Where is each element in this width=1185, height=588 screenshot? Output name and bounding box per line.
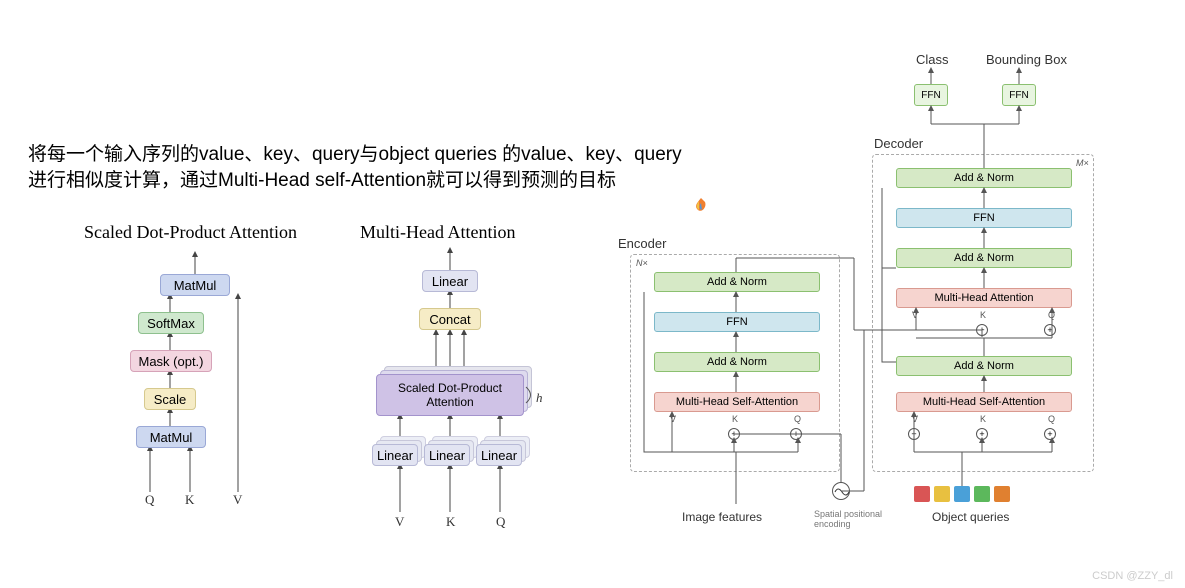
dec-plus2-q: + bbox=[1044, 428, 1056, 440]
mha-concat: Concat bbox=[419, 308, 481, 330]
enc-addnorm-1: Add & Norm bbox=[654, 272, 820, 292]
objq-sq-3 bbox=[974, 486, 990, 502]
mha-v-label: V bbox=[395, 514, 404, 530]
dec-mha-q: Q bbox=[1048, 310, 1055, 320]
dec-mhsa-k: K bbox=[980, 414, 986, 424]
spatial-enc-icon bbox=[832, 482, 850, 500]
enc-q: Q bbox=[794, 414, 801, 424]
watermark: CSDN @ZZY_dl bbox=[1092, 570, 1173, 582]
dec-mhsa-q: Q bbox=[1048, 414, 1055, 424]
img-features-label: Image features bbox=[682, 510, 762, 524]
enc-addnorm-2: Add & Norm bbox=[654, 352, 820, 372]
sdpa-v-label: V bbox=[233, 492, 242, 508]
objq-sq-0 bbox=[914, 486, 930, 502]
sdpa-matmul-top: MatMul bbox=[160, 274, 230, 296]
dec-mha: Multi-Head Attention bbox=[896, 288, 1072, 308]
dec-mhsa-v: V bbox=[912, 414, 918, 424]
encoder-title: Encoder bbox=[618, 236, 666, 251]
annotation-line-1: 将每一个输入序列的value、key、query与object queries … bbox=[28, 142, 682, 169]
enc-k: K bbox=[732, 414, 738, 424]
transformer-diagram: Class Bounding Box FFN FFN Decoder Encod… bbox=[614, 42, 1174, 562]
dec-plus2-v: + bbox=[908, 428, 920, 440]
sdpa-k-label: K bbox=[185, 492, 194, 508]
mx-label: M× bbox=[1076, 158, 1089, 168]
sdpa-matmul-bottom: MatMul bbox=[136, 426, 206, 448]
dec-plus-q: + bbox=[1044, 324, 1056, 336]
objq-sq-1 bbox=[934, 486, 950, 502]
objq-sq-2 bbox=[954, 486, 970, 502]
sdpa-mask: Mask (opt.) bbox=[130, 350, 212, 372]
dec-plus2-k: + bbox=[976, 428, 988, 440]
top-bbox-label: Bounding Box bbox=[986, 52, 1067, 67]
sdpa-q-label: Q bbox=[145, 492, 154, 508]
enc-plus-k: + bbox=[728, 428, 740, 440]
ffn-bbox: FFN bbox=[1002, 84, 1036, 106]
mha-title: Multi-Head Attention bbox=[360, 222, 515, 243]
dec-addnorm-2: Add & Norm bbox=[896, 248, 1072, 268]
dec-addnorm-1: Add & Norm bbox=[896, 168, 1072, 188]
sdpa-scale: Scale bbox=[144, 388, 196, 410]
mha-linear-v: Linear bbox=[372, 444, 418, 466]
dec-addnorm-3: Add & Norm bbox=[896, 356, 1072, 376]
enc-v: V bbox=[670, 414, 676, 424]
mha-q-label: Q bbox=[496, 514, 505, 530]
decoder-title: Decoder bbox=[874, 136, 923, 151]
dec-mha-v: V bbox=[912, 310, 918, 320]
enc-ffn: FFN bbox=[654, 312, 820, 332]
annotation-line-2: 进行相似度计算，通过Multi-Head self-Attention就可以得到… bbox=[28, 168, 616, 195]
top-class-label: Class bbox=[916, 52, 949, 67]
sdpa-softmax: SoftMax bbox=[138, 312, 204, 334]
mha-linear-k: Linear bbox=[424, 444, 470, 466]
dec-mhsa: Multi-Head Self-Attention bbox=[896, 392, 1072, 412]
mha-linear-q: Linear bbox=[476, 444, 522, 466]
mha-diagram: Linear Concat Scaled Dot-Product Attenti… bbox=[340, 246, 590, 536]
objq-sq-4 bbox=[994, 486, 1010, 502]
mha-k-label: K bbox=[446, 514, 455, 530]
dec-mha-k: K bbox=[980, 310, 986, 320]
sdpa-diagram: MatMul SoftMax Mask (opt.) Scale MatMul … bbox=[120, 248, 300, 508]
dec-plus-k: + bbox=[976, 324, 988, 336]
nx-label: N× bbox=[636, 258, 648, 268]
mha-linear-top: Linear bbox=[422, 270, 478, 292]
sdpa-title: Scaled Dot-Product Attention bbox=[84, 222, 297, 243]
mha-sdpa-block: Scaled Dot-Product Attention bbox=[376, 374, 524, 416]
enc-mhsa: Multi-Head Self-Attention bbox=[654, 392, 820, 412]
ffn-class: FFN bbox=[914, 84, 948, 106]
enc-plus-q: + bbox=[790, 428, 802, 440]
dec-ffn: FFN bbox=[896, 208, 1072, 228]
obj-queries-label: Object queries bbox=[932, 510, 1009, 524]
spatial-label: Spatial positional encoding bbox=[814, 510, 882, 530]
